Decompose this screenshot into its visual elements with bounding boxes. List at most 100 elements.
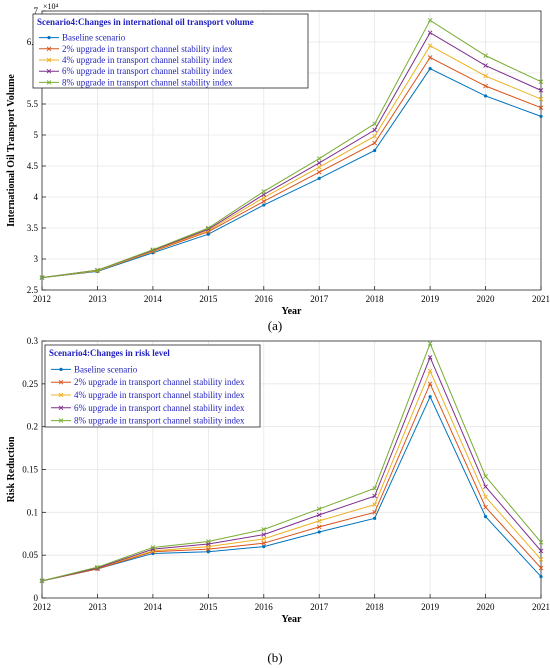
x-tick-label: 2018 (366, 602, 385, 612)
series-line (41, 19, 542, 279)
y-tick-label: 0.3 (27, 336, 39, 346)
series-line (41, 382, 542, 582)
data-point (316, 169, 322, 175)
legend-marker (46, 68, 52, 74)
data-point (206, 226, 211, 232)
x-tick-label: 2021 (532, 602, 550, 612)
data-point (39, 275, 45, 280)
subfigure-label-b: (b) (267, 650, 282, 665)
data-point (317, 176, 321, 180)
x-tick-label: 2014 (144, 602, 163, 612)
data-point (316, 506, 322, 512)
data-point (316, 156, 322, 161)
series-line (41, 342, 542, 582)
data-point (372, 121, 377, 127)
y-axis-label: International Oil Transport Volume (6, 74, 17, 227)
x-tick-label: 2017 (310, 294, 329, 304)
series-4 (39, 17, 544, 280)
data-point (95, 564, 100, 570)
legend-marker (46, 46, 52, 52)
legend: Scenario4:Changes in risk level Baseline … (44, 344, 261, 428)
data-point (372, 133, 377, 139)
data-point (150, 247, 156, 253)
data-point (538, 548, 544, 554)
series-line (41, 45, 542, 279)
legend-marker (58, 405, 64, 411)
x-tick-label: 2012 (33, 602, 51, 612)
data-point (261, 527, 267, 532)
legend-entry: Baseline scenario (74, 364, 138, 374)
x-tick-label: 2014 (144, 294, 163, 304)
series-line (41, 369, 542, 582)
data-point (427, 341, 433, 346)
y-axis-label: Risk Reduction (6, 436, 17, 502)
data-point (538, 79, 544, 84)
data-point (150, 545, 156, 550)
data-point (372, 502, 377, 507)
legend-marker (58, 418, 64, 423)
data-point (372, 127, 377, 133)
legend-box (44, 344, 261, 428)
data-point (427, 381, 433, 387)
y-tick-label: 5.5 (27, 99, 39, 109)
x-tick-label: 2021 (532, 294, 550, 304)
y-tick-label: 0.1 (27, 507, 38, 517)
legend-entry: 8% upgrade in transport channel stabilit… (62, 77, 233, 87)
data-point (373, 516, 377, 520)
data-point (427, 368, 433, 374)
y-tick-label: 0 (34, 593, 39, 603)
x-tick-label: 2015 (199, 294, 218, 304)
legend-marker (58, 379, 64, 385)
x-tick-label: 2020 (477, 294, 496, 304)
x-tick-label: 2020 (477, 602, 496, 612)
legend-marker (46, 80, 52, 85)
series-line (41, 56, 542, 279)
data-point (316, 518, 322, 524)
data-point (372, 493, 377, 499)
data-point (428, 67, 432, 71)
y-tick-label: 0.2 (27, 422, 38, 432)
data-point (206, 232, 210, 236)
legend-entry: 4% upgrade in transport channel stabilit… (74, 390, 245, 400)
data-point (538, 105, 544, 111)
chart-a: 2012 2013 2014 2015 2016 2017 2018 2019 2020 2021… (6, 2, 550, 317)
data-point (316, 524, 322, 530)
legend-marker (46, 57, 52, 63)
legend-marker (59, 367, 63, 371)
data-point (483, 494, 488, 500)
data-point (261, 199, 267, 204)
plot-area (41, 10, 542, 291)
series-0 (40, 67, 543, 280)
data-point (316, 512, 322, 518)
y-exponent-label: ×10⁴ (43, 2, 59, 11)
y-tick-label: 0.05 (22, 550, 38, 560)
data-point (206, 550, 210, 554)
y-tick-label: 5 (34, 130, 39, 140)
data-point (261, 536, 267, 542)
data-point (483, 504, 488, 510)
y-tick-label: 0.25 (22, 379, 38, 389)
data-point (95, 267, 100, 273)
data-point (261, 540, 267, 546)
data-point (372, 510, 377, 515)
y-tick-label: 0.15 (22, 465, 38, 475)
data-point (483, 474, 488, 479)
chart-b: 2012 2013 2014 2015 2016 2017 2018 2019 2020 2021… (6, 336, 550, 625)
x-tick-label: 2019 (421, 294, 440, 304)
series-4 (39, 341, 544, 584)
x-tick-label: 2013 (88, 294, 107, 304)
series-line (41, 395, 542, 582)
y-tick-label: 3 (34, 254, 39, 264)
data-point (262, 545, 266, 549)
data-point (427, 43, 433, 49)
data-point (539, 574, 543, 579)
data-point (483, 484, 488, 489)
y-tick-label: 3.5 (27, 223, 39, 233)
x-axis-label: Year (282, 614, 303, 625)
data-point (427, 17, 433, 23)
data-point (316, 164, 322, 170)
legend-entry: 2% upgrade in transport channel stabilit… (62, 44, 233, 54)
data-point (316, 160, 322, 166)
data-point (428, 395, 432, 399)
legend-entry: Baseline scenario (62, 33, 126, 43)
